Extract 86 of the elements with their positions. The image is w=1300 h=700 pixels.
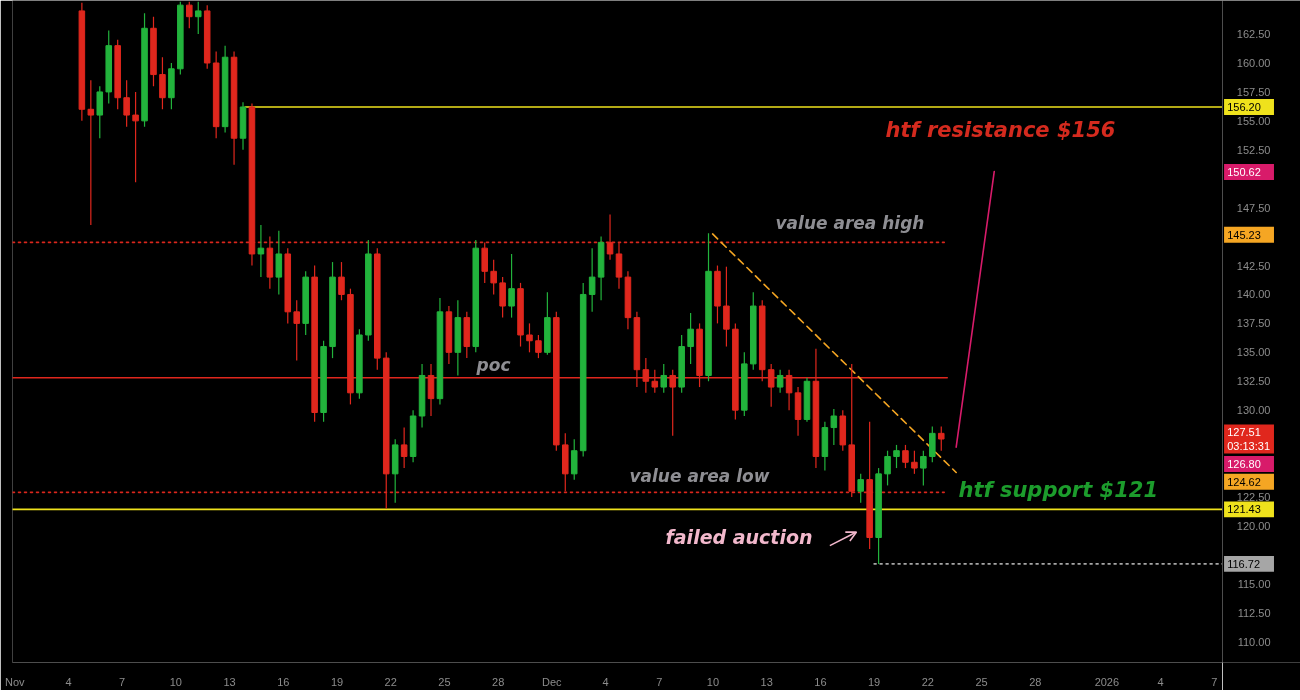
x-tick-label: 16 xyxy=(814,675,827,688)
annotation: htf resistance $156 xyxy=(885,118,1116,143)
data-label: 116.72 xyxy=(1227,557,1261,570)
y-tick-label: 112.50 xyxy=(1237,606,1271,619)
candlestick xyxy=(186,1,193,29)
y-tick-label: 137.50 xyxy=(1236,317,1271,330)
x-tick-label: Nov xyxy=(4,675,26,688)
text: 126.80 xyxy=(1227,457,1261,470)
candlestick xyxy=(400,426,408,469)
candlestick xyxy=(535,334,542,359)
candlestick xyxy=(911,450,918,475)
candlestick xyxy=(508,253,515,319)
annotation: value area high xyxy=(775,212,925,233)
candlestick xyxy=(132,91,139,183)
x-tick-label: Dec xyxy=(542,675,563,688)
x-tick-label: 19 xyxy=(868,675,881,688)
annotation: htf support $121 xyxy=(958,478,1159,503)
data-label: 156.20 xyxy=(1227,100,1261,113)
x-tick-label: 13 xyxy=(760,675,773,688)
candlestick xyxy=(293,299,300,362)
candlestick xyxy=(830,408,838,446)
x-tick-label: 10 xyxy=(706,675,720,688)
y-tick-label: 142.50 xyxy=(1236,259,1271,272)
x-tick-label: 10 xyxy=(169,675,182,688)
candlestick xyxy=(588,247,596,313)
x-tick-label: 25 xyxy=(438,675,451,688)
x-tick-label: 13 xyxy=(223,675,236,688)
candlestick xyxy=(338,261,345,301)
x-tick-label: 2026 xyxy=(1094,675,1120,688)
x-tick-label: 4 xyxy=(1157,675,1164,688)
y-tick-label: 157.50 xyxy=(1236,85,1271,98)
text: 145.23 xyxy=(1227,228,1261,241)
y-tick-label: 110.00 xyxy=(1237,635,1271,648)
candlestick xyxy=(929,425,936,463)
candlestick xyxy=(87,79,95,226)
x-tick-label: 28 xyxy=(1029,675,1042,688)
annotation: value area low xyxy=(629,465,770,486)
candlestick xyxy=(526,322,533,353)
data-label: 121.43 xyxy=(1227,503,1261,516)
x-tick-label: 19 xyxy=(330,675,344,688)
x-tick-label: 7 xyxy=(1211,675,1218,688)
y-tick-label: 120.00 xyxy=(1236,519,1271,532)
x-tick-label: 16 xyxy=(277,675,290,688)
x-tick-label: 25 xyxy=(975,675,988,688)
y-tick-label: 122.50 xyxy=(1236,491,1271,503)
candlestick xyxy=(490,259,497,296)
candlestick xyxy=(687,312,694,365)
text: 150.62 xyxy=(1227,165,1261,178)
candlestick xyxy=(257,224,265,278)
annotation: failed auction xyxy=(665,525,813,548)
y-tick-label: 130.00 xyxy=(1236,404,1271,417)
candlestick xyxy=(194,1,202,35)
candlestick xyxy=(499,276,506,319)
y-tick-label: 132.50 xyxy=(1236,375,1271,388)
candlestick xyxy=(920,450,927,487)
candlestick xyxy=(884,450,891,487)
candlestick xyxy=(857,473,864,504)
candlestick xyxy=(776,369,784,394)
candlestick xyxy=(96,85,104,139)
y-tick-label: 160.00 xyxy=(1236,57,1271,69)
candlestick xyxy=(660,363,668,394)
candlestick xyxy=(123,79,130,128)
candlestick xyxy=(893,444,900,469)
candlestick xyxy=(275,230,283,296)
y-tick-label: 140.00 xyxy=(1236,288,1271,301)
x-tick-label: 22 xyxy=(921,675,934,688)
x-tick-label: 4 xyxy=(602,675,609,688)
candlestick xyxy=(723,266,730,348)
candlestick xyxy=(570,438,578,481)
y-tick-label: 135.00 xyxy=(1236,346,1271,359)
candlestick xyxy=(159,56,166,110)
candlestick xyxy=(937,425,945,452)
x-tick-label: 7 xyxy=(656,675,663,688)
x-tick-label: 7 xyxy=(119,675,126,688)
y-tick-label: 147.50 xyxy=(1236,201,1271,214)
x-tick-label: 22 xyxy=(384,675,397,688)
candlestick xyxy=(902,444,909,469)
text: 124.62 xyxy=(1227,475,1261,488)
y-tick-label: 155.00 xyxy=(1236,114,1271,127)
y-tick-label: 162.50 xyxy=(1236,28,1271,41)
text: 127.51 03:13:31 xyxy=(1227,425,1271,453)
x-tick-label: 28 xyxy=(492,675,505,688)
annotation: poc xyxy=(475,354,511,375)
y-tick-label: 152.50 xyxy=(1236,143,1271,156)
x-tick-label: 4 xyxy=(65,675,72,688)
y-tick-label: 115.00 xyxy=(1237,577,1271,590)
